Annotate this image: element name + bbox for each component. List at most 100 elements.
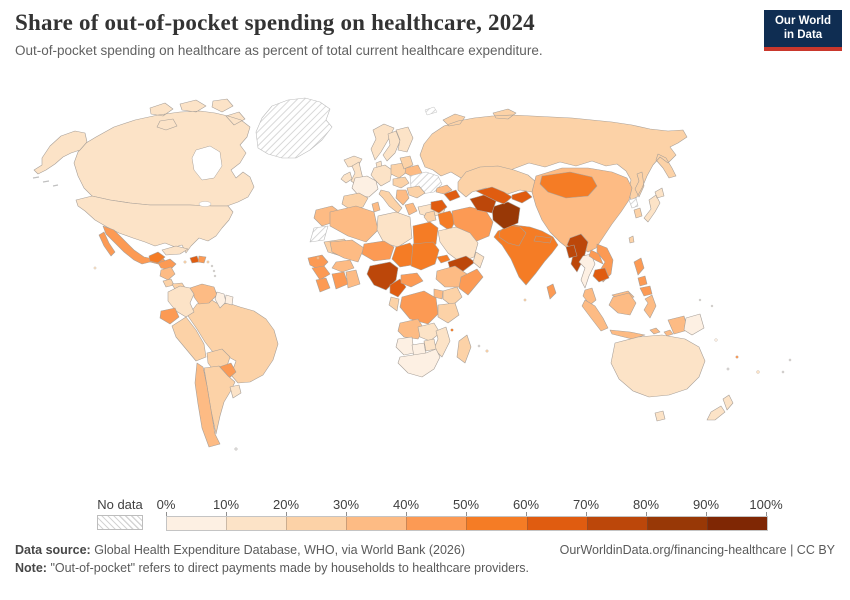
country-zimbabwe[interactable]: [423, 338, 437, 352]
country-venezuela[interactable]: [189, 283, 218, 305]
country-cambodia[interactable]: [592, 267, 610, 283]
country-tanzania[interactable]: [437, 302, 460, 324]
legend-bin-9[interactable]: [706, 517, 767, 530]
legend-bin-8[interactable]: [646, 517, 707, 530]
country-turkmenistan[interactable]: [469, 194, 497, 214]
country-syria[interactable]: [430, 199, 448, 214]
country-japan[interactable]: [643, 187, 665, 223]
country-eritrea[interactable]: [436, 254, 451, 264]
country-tajikistan[interactable]: [511, 190, 533, 204]
owid-logo[interactable]: Our World in Data: [764, 10, 842, 51]
country-romania[interactable]: [406, 185, 426, 199]
country-georgia[interactable]: [435, 184, 453, 195]
country-zambia[interactable]: [417, 322, 441, 342]
country-central-african-republic[interactable]: [400, 272, 424, 288]
country-libya[interactable]: [376, 211, 413, 248]
country-ireland[interactable]: [340, 171, 353, 184]
country-ghana[interactable]: [345, 269, 361, 289]
country-guyana[interactable]: [214, 291, 227, 309]
country-somalia[interactable]: [458, 268, 484, 296]
country-mozambique[interactable]: [433, 326, 451, 358]
country-bangladesh[interactable]: [565, 244, 578, 259]
country-cote-divoire[interactable]: [331, 271, 349, 290]
legend-tick-mark: [586, 512, 587, 516]
country-philippines[interactable]: [633, 257, 653, 297]
country-norway[interactable]: [370, 123, 395, 161]
legend-bin-5[interactable]: [466, 517, 527, 530]
country-costa-rica[interactable]: [162, 278, 175, 288]
country-afghanistan[interactable]: [491, 201, 521, 230]
owid-url-link[interactable]: OurWorldinData.org/financing-healthcare …: [559, 543, 835, 557]
legend-bin-2[interactable]: [286, 517, 347, 530]
legend-bin-0[interactable]: [167, 517, 227, 530]
legend-bin-7[interactable]: [586, 517, 647, 530]
country-lithuania[interactable]: [399, 155, 414, 170]
country-dominican-republic[interactable]: [197, 255, 207, 264]
country-greenland[interactable]: [255, 97, 333, 159]
country-namibia[interactable]: [395, 336, 415, 356]
country-kenya[interactable]: [442, 286, 463, 307]
country-canada[interactable]: [73, 98, 255, 207]
country-angola[interactable]: [397, 318, 425, 340]
country-sweden[interactable]: [382, 130, 401, 162]
aleutian-islands-marks: [32, 176, 59, 187]
country-oman[interactable]: [472, 251, 485, 269]
country-greece[interactable]: [404, 202, 418, 216]
legend-no-data[interactable]: No data: [97, 497, 143, 530]
country-guinea[interactable]: [311, 265, 331, 281]
country-north-korea[interactable]: [628, 197, 639, 209]
country-south-africa[interactable]: [397, 348, 441, 378]
country-niger[interactable]: [361, 240, 395, 262]
country-sierra-leone[interactable]: [315, 277, 331, 293]
country-hungary[interactable]: [392, 176, 410, 189]
country-sudan[interactable]: [410, 241, 440, 271]
country-uganda[interactable]: [433, 288, 444, 300]
country-sri-lanka[interactable]: [546, 283, 557, 300]
country-azerbaijan[interactable]: [443, 189, 461, 202]
country-peru[interactable]: [171, 316, 207, 362]
country-uzbekistan[interactable]: [475, 186, 513, 205]
country-haiti[interactable]: [189, 255, 200, 264]
country-thailand[interactable]: [578, 253, 596, 289]
country-russia[interactable]: [419, 108, 688, 201]
country-burkina-faso[interactable]: [331, 259, 355, 273]
country-suriname[interactable]: [224, 294, 234, 306]
country-indonesia[interactable]: [581, 292, 689, 340]
country-germany[interactable]: [370, 164, 393, 187]
country-finland[interactable]: [395, 126, 414, 153]
country-laos[interactable]: [588, 249, 604, 265]
small-island-marker: [210, 264, 214, 268]
country-papua-new-guinea[interactable]: [683, 313, 705, 336]
country-tunisia[interactable]: [371, 201, 381, 213]
country-new-zealand[interactable]: [706, 394, 734, 421]
country-mongolia[interactable]: [539, 171, 598, 199]
country-saudi-arabia[interactable]: [437, 226, 479, 263]
country-ecuador[interactable]: [159, 307, 180, 325]
country-guatemala[interactable]: [148, 251, 166, 264]
country-spain[interactable]: [341, 192, 369, 211]
country-western-sahara[interactable]: [309, 225, 329, 243]
country-chile[interactable]: [194, 362, 221, 448]
country-madagascar[interactable]: [456, 334, 472, 364]
country-jordan[interactable]: [423, 210, 437, 223]
country-democratic-republic-of-congo[interactable]: [399, 290, 439, 325]
legend-bin-6[interactable]: [526, 517, 587, 530]
country-congo[interactable]: [388, 296, 400, 312]
legend-bin-1[interactable]: [226, 517, 287, 530]
country-australia[interactable]: [610, 334, 706, 422]
country-mali[interactable]: [329, 239, 365, 263]
country-honduras[interactable]: [157, 258, 177, 271]
country-serbia[interactable]: [395, 189, 410, 206]
country-nicaragua[interactable]: [159, 266, 176, 281]
country-south-korea[interactable]: [633, 207, 643, 219]
legend-bin-3[interactable]: [346, 517, 407, 530]
country-iraq[interactable]: [437, 210, 457, 232]
country-taiwan[interactable]: [628, 235, 635, 244]
country-france[interactable]: [351, 175, 379, 198]
legend-bin-4[interactable]: [406, 517, 467, 530]
country-nepal[interactable]: [533, 235, 553, 244]
country-cuba[interactable]: [161, 245, 189, 256]
country-colombia[interactable]: [167, 285, 195, 318]
country-uruguay[interactable]: [229, 384, 242, 399]
country-algeria[interactable]: [329, 205, 379, 243]
